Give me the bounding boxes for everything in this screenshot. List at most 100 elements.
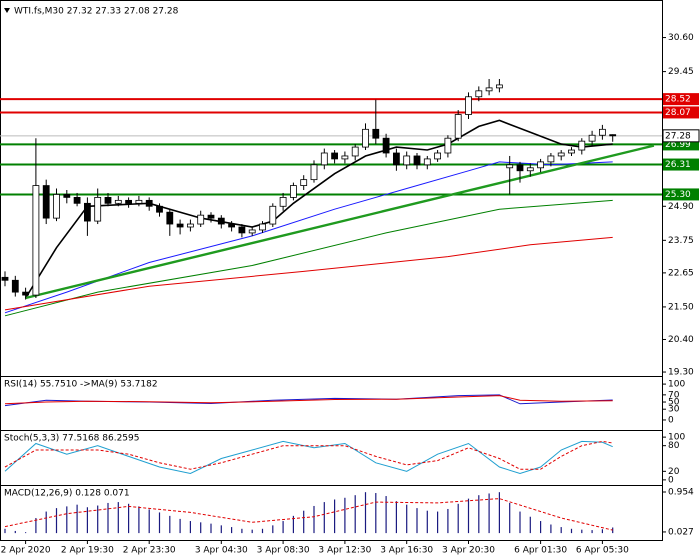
y-tick-label: 24.90 — [668, 202, 694, 212]
price-label: 27.28 — [665, 131, 691, 141]
y-tick-label: 20 — [668, 467, 680, 477]
candle-body — [413, 155, 421, 166]
x-tick-label: 2 Apr 19:30 — [61, 546, 114, 556]
candle-body — [444, 137, 452, 154]
y-tick-label: 22.65 — [668, 268, 694, 278]
y-tick-label: 0 — [668, 415, 674, 425]
candle-body — [1, 276, 9, 281]
candle-body — [465, 96, 472, 115]
candle-body — [145, 199, 153, 207]
candle-body — [547, 155, 555, 163]
level-label-box — [663, 93, 699, 106]
level-label-box — [663, 188, 699, 201]
candle-body — [341, 155, 349, 160]
candle-body — [362, 128, 369, 148]
indicator-line — [4, 395, 613, 405]
candle-body — [289, 185, 297, 198]
candle-body — [403, 155, 411, 166]
y-tick-label: 30.60 — [668, 33, 694, 43]
level-label-box — [663, 106, 699, 119]
candle-body — [568, 149, 575, 154]
candle-body — [166, 211, 174, 225]
candle-body — [382, 137, 390, 154]
y-tick-label: 0 — [668, 475, 674, 485]
candle-body — [609, 134, 617, 137]
y-tick-label: 70 — [668, 390, 680, 400]
candle-body — [516, 164, 524, 172]
y-tick-label: 30 — [668, 405, 680, 415]
candle-body — [32, 185, 40, 296]
plot-frame — [0, 0, 663, 541]
candle-body — [269, 205, 277, 225]
y-tick-label: 0.027 — [668, 527, 694, 537]
candle-body — [248, 229, 256, 234]
y-tick-label: 19.30 — [668, 368, 694, 378]
candle-body — [42, 185, 50, 219]
candle-body — [11, 279, 19, 293]
indicator-line — [25, 144, 655, 300]
candle-body — [259, 223, 266, 231]
candle-body — [537, 161, 544, 169]
candle-body — [197, 214, 205, 225]
panel-title: Stoch(5,3,3) 77.5168 86.2595 — [4, 434, 139, 444]
candle-body — [176, 223, 184, 228]
y-tick-label: 0.954 — [668, 487, 694, 497]
y-tick-label: 80 — [668, 441, 680, 451]
candle-body — [526, 167, 534, 172]
x-tick-label: 3 Apr 16:30 — [380, 546, 433, 556]
candle-body — [392, 152, 400, 166]
candle-body — [228, 223, 236, 228]
candle-body — [434, 152, 442, 160]
candle-body — [53, 194, 60, 219]
x-tick-label: 2 Apr 2020 — [1, 546, 51, 556]
candle-body — [423, 158, 431, 166]
candle-body — [22, 291, 30, 296]
x-tick-label: 3 Apr 20:30 — [442, 546, 495, 556]
level-label: 28.07 — [665, 108, 691, 118]
panel-title: WTI.fs,M30 27.32 27.33 27.08 27.28 — [14, 7, 179, 17]
candle-body — [156, 205, 163, 213]
candle-body — [135, 199, 143, 204]
candle-body — [351, 146, 359, 157]
candle-body — [279, 196, 287, 207]
x-tick-label: 3 Apr 12:30 — [318, 546, 371, 556]
y-tick-label: 23.75 — [668, 236, 694, 246]
candle-body — [94, 196, 102, 222]
y-tick-label: 29.45 — [668, 67, 694, 77]
candle-body — [588, 134, 596, 142]
candle-body — [207, 214, 215, 219]
level-label: 25.30 — [665, 190, 691, 200]
level-label-box — [663, 158, 699, 171]
candle-body — [557, 152, 565, 157]
level-label: 28.52 — [665, 95, 691, 105]
y-tick-label: 50 — [668, 398, 680, 408]
candle-body — [475, 90, 483, 98]
candle-body — [238, 226, 246, 234]
candle-body — [454, 114, 462, 139]
candle-body — [84, 202, 91, 222]
panel-title: MACD(12,26,9) 0.128 0.071 — [4, 489, 130, 499]
candle-body — [63, 194, 71, 198]
x-tick-label: 3 Apr 08:30 — [257, 546, 310, 556]
x-tick-label: 6 Apr 05:30 — [576, 546, 629, 556]
candle-body — [125, 199, 132, 204]
x-tick-label: 2 Apr 23:30 — [123, 546, 176, 556]
x-tick-label: 6 Apr 01:30 — [514, 546, 567, 556]
price-label-box — [662, 129, 700, 143]
level-label: 26.31 — [665, 160, 691, 170]
candle-body — [73, 196, 81, 204]
candle-body — [599, 128, 606, 136]
candle-body — [186, 223, 194, 228]
candle-body — [320, 152, 328, 166]
candle-body — [578, 140, 586, 151]
level-label: 26.99 — [665, 140, 691, 150]
x-tick-label: 3 Apr 04:30 — [195, 546, 248, 556]
indicator-line — [4, 498, 613, 531]
candle-body — [300, 179, 308, 186]
candle-body — [104, 196, 112, 204]
candle-body — [331, 152, 339, 160]
candle-body — [372, 128, 380, 139]
candle-body — [485, 87, 493, 92]
y-tick-label: 21.50 — [668, 302, 694, 312]
